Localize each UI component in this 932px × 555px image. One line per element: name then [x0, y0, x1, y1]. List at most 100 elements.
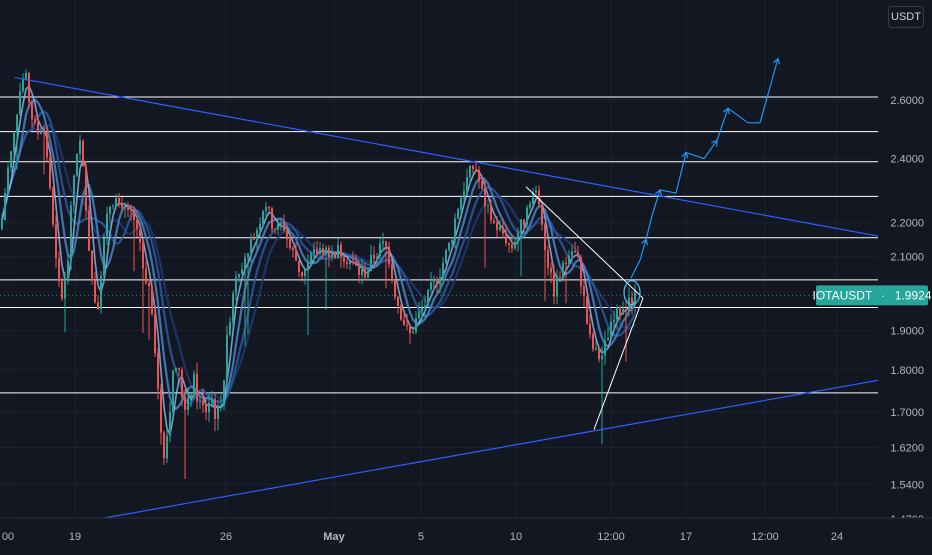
candle-body — [265, 206, 267, 211]
forecast-arrowhead — [773, 57, 781, 65]
candle-body — [451, 240, 453, 243]
candle-body — [193, 373, 195, 395]
candle-body — [160, 388, 162, 433]
time-tick-label: 26 — [220, 531, 232, 543]
forecast-path[interactable] — [630, 57, 781, 279]
candle-body — [268, 206, 270, 209]
candle-body — [346, 261, 348, 264]
price-axis-background — [880, 0, 932, 518]
candle-body — [424, 305, 426, 309]
candle-body — [361, 269, 363, 275]
candle-body — [118, 198, 120, 204]
candle-body — [517, 232, 519, 243]
grid-layer — [0, 0, 878, 520]
candle-body — [37, 122, 39, 134]
trendline-descending-resistance[interactable] — [14, 76, 879, 237]
candle-body — [76, 153, 78, 176]
candle-body — [316, 249, 318, 254]
candle-body — [574, 251, 576, 253]
candle-body — [190, 394, 192, 398]
candle-body — [511, 244, 513, 249]
candle-body — [322, 248, 324, 254]
time-axis[interactable]: 00 19 26 May 5 10 12:00 17 12:00 24 — [0, 517, 932, 550]
candle-body — [133, 210, 135, 220]
candle-body — [94, 280, 96, 303]
candle-body — [448, 242, 450, 251]
candle-body — [538, 190, 540, 205]
candle-body — [550, 267, 552, 273]
candle-body — [466, 177, 468, 192]
candle-body — [184, 397, 186, 411]
candle-body — [484, 188, 486, 207]
candle-body — [490, 205, 492, 221]
candle-body — [604, 340, 606, 356]
candle-body — [301, 271, 303, 277]
candle-body — [520, 219, 522, 233]
candle-body — [313, 249, 315, 254]
candle-body — [394, 280, 396, 298]
price-tick-label: 2.4000 — [890, 154, 924, 166]
candle-body — [625, 308, 627, 311]
candle-body — [181, 369, 183, 398]
candle-body — [553, 272, 555, 297]
candle-body — [40, 130, 42, 134]
candle-body — [469, 165, 471, 178]
candle-body — [331, 252, 333, 258]
price-axis[interactable]: 2.6000 2.4000 2.2000 2.1000 1.9000 1.8000 1.70… — [880, 0, 932, 526]
candle-body — [91, 250, 93, 281]
forecast-arrowhead — [655, 188, 663, 196]
candle-body — [31, 101, 33, 120]
candle-body — [391, 264, 393, 281]
candle-body — [88, 210, 90, 251]
candle-body — [388, 246, 390, 265]
time-axis-background — [0, 518, 932, 550]
forecast-arrowhead — [681, 151, 689, 159]
candle-body — [124, 206, 126, 209]
candle-body — [163, 432, 165, 459]
price-tick-label: 2.6000 — [890, 95, 924, 107]
candle-body — [463, 191, 465, 198]
trendlines[interactable] — [0, 76, 879, 538]
candle-body — [304, 268, 306, 277]
trendline-ascending-support[interactable] — [0, 379, 879, 538]
candle-body — [52, 187, 54, 225]
candle-body — [349, 261, 351, 264]
candle-body — [283, 222, 285, 231]
candle-body — [439, 277, 441, 285]
price-tick-label: 2.2000 — [890, 218, 924, 230]
candle-body — [607, 338, 609, 341]
wedge-lower-line[interactable] — [593, 297, 644, 430]
candle-body — [25, 72, 27, 79]
candle-body — [460, 197, 462, 210]
candle-body — [217, 406, 219, 420]
candle-body — [493, 220, 495, 223]
candle-body — [196, 373, 198, 402]
candle-body — [157, 353, 159, 389]
wedge-upper-line[interactable] — [525, 186, 644, 299]
time-tick-label: 19 — [69, 531, 81, 543]
candle-body — [175, 367, 177, 371]
candle-body — [208, 402, 210, 413]
candle-body — [130, 210, 132, 212]
candle-body — [211, 398, 213, 403]
breakout-circle[interactable] — [623, 280, 641, 306]
candle-body — [319, 248, 321, 254]
ticker-price-label[interactable]: IOTAUSDT · 1.9924 — [813, 285, 932, 306]
currency-button[interactable]: USDT — [888, 6, 924, 28]
moving-average-line — [1, 84, 636, 437]
price-tick-label: 1.5400 — [890, 480, 924, 492]
candle-body — [49, 157, 51, 188]
candle-body — [97, 302, 99, 309]
candle-body — [415, 318, 417, 333]
candle-body — [595, 347, 597, 350]
candle-body — [544, 224, 546, 251]
candle-body — [82, 140, 84, 167]
candle-body — [532, 192, 534, 204]
candle-body — [580, 257, 582, 287]
candle-body — [400, 305, 402, 320]
candle-body — [565, 262, 567, 265]
candle-body — [169, 411, 171, 436]
time-tick-label: 5 — [418, 531, 424, 543]
